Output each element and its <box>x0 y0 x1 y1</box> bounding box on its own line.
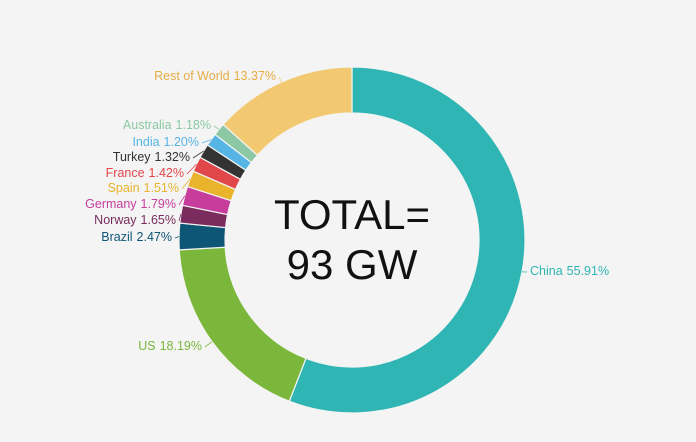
label-value: 1.51% <box>144 181 179 195</box>
label-name: Brazil <box>101 230 132 244</box>
label-value: 13.37% <box>234 69 276 83</box>
leader-line <box>178 214 182 222</box>
label-value: 1.65% <box>141 213 176 227</box>
slice-label: Australia 1.18% <box>123 118 211 132</box>
slice-label: Turkey 1.32% <box>113 150 190 164</box>
leader-line <box>186 163 197 175</box>
leader-line <box>201 139 212 144</box>
slice-label: China 55.91% <box>530 264 609 278</box>
label-name: India <box>132 135 159 149</box>
label-name: Spain <box>108 181 140 195</box>
label-value: 1.20% <box>164 135 199 149</box>
leader-line <box>181 178 191 190</box>
slice <box>222 66 353 157</box>
slice-label: Brazil 2.47% <box>101 230 172 244</box>
label-value: 55.91% <box>567 264 609 278</box>
label-name: France <box>106 166 145 180</box>
slice-label: France 1.42% <box>106 166 184 180</box>
leader-line <box>213 125 220 130</box>
leader-line <box>192 150 204 159</box>
label-value: 1.32% <box>155 150 190 164</box>
slice <box>288 66 526 414</box>
label-value: 1.79% <box>141 197 176 211</box>
label-value: 2.47% <box>137 230 172 244</box>
label-name: US <box>138 339 155 353</box>
label-value: 1.18% <box>176 118 211 132</box>
center-text: TOTAL= <box>274 191 430 238</box>
leader-line <box>204 341 213 348</box>
slice-label: US 18.19% <box>138 339 202 353</box>
leader-line <box>278 76 282 83</box>
label-name: Germany <box>85 197 137 211</box>
label-value: 18.19% <box>160 339 202 353</box>
slice-label: Germany 1.79% <box>85 197 176 211</box>
center-text: 93 GW <box>287 241 418 288</box>
leader-line <box>178 195 186 206</box>
label-name: Australia <box>123 118 172 132</box>
label-name: Rest of World <box>154 69 230 83</box>
slice-label: Rest of World 13.37% <box>154 69 276 83</box>
leader-line <box>174 236 180 239</box>
label-name: Norway <box>94 213 137 227</box>
label-name: Turkey <box>113 150 151 164</box>
slice-label: Spain 1.51% <box>108 181 179 195</box>
slice-label: Norway 1.65% <box>94 213 176 227</box>
slice-label: India 1.20% <box>132 135 199 149</box>
label-value: 1.42% <box>149 166 184 180</box>
label-name: China <box>530 264 563 278</box>
